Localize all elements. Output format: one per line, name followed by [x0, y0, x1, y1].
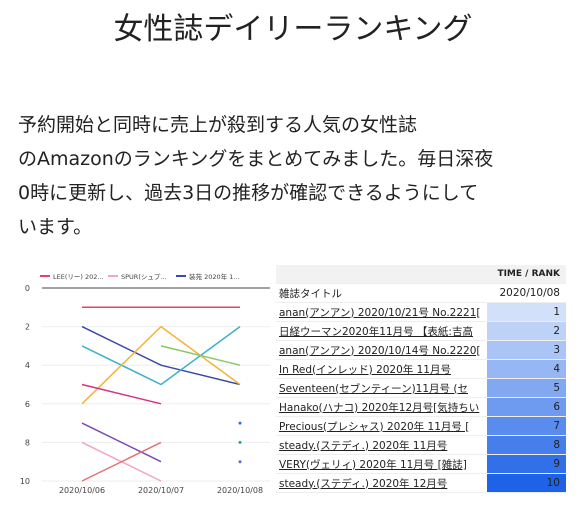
x-tick-label: 2020/10/07: [138, 486, 184, 495]
series-line: [81, 325, 241, 386]
chart: 0 2 4 6 8 10 2020/10/06 2020/10/07 2020/10/08 LEE…: [20, 272, 270, 495]
paragraph-line: 予約開始と同時に売上が殺到する人気の女性誌: [18, 114, 418, 136]
y-tick-label: 8: [25, 438, 30, 447]
y-tick-label: 4: [25, 361, 30, 370]
y-tick-label: 2: [25, 323, 30, 332]
table-row: Seventeen(セブンティーン)11月号 (セ 5: [276, 378, 566, 398]
rank-cell: 10: [487, 473, 566, 493]
series-point: [238, 460, 242, 464]
table-row: In Red(インレッド) 2020年 11月号 4: [276, 359, 566, 379]
legend-label: SPUR(シュプ...: [121, 273, 167, 281]
table-row: anan(アンアン) 2020/10/21号 No.2221[1: [276, 302, 566, 322]
rank-cell: 8: [487, 435, 566, 455]
table-header: TIME / RANK: [276, 265, 566, 284]
title-cell: steady.(ステディ.) 2020年 12月号: [276, 473, 487, 493]
table-row: Precious(プレシャス) 2020年 11月号 [7: [276, 416, 566, 436]
rank-cell: 9: [487, 454, 566, 474]
legend-label: 装苑 2020年 1...: [189, 272, 240, 281]
paragraph-line: 0時に更新し、過去3日の推移が確認できるようにして: [18, 182, 479, 204]
paragraph-line: のAmazonのランキングをまとめてみました。毎日深夜: [18, 148, 494, 170]
table-row: anan(アンアン) 2020/10/14号 No.2220[3: [276, 340, 566, 360]
title-cell: Precious(プレシャス) 2020年 11月号 [: [276, 416, 487, 436]
series-line: [81, 383, 162, 405]
title-cell: anan(アンアン) 2020/10/14号 No.2220[: [276, 340, 487, 360]
series-line: [160, 345, 241, 366]
ranking-table: TIME / RANK 雑誌タイトル 2020/10/08 anan(アンアン) …: [276, 265, 566, 493]
paragraph: 予約開始と同時に売上が殺到する人気の女性誌のAmazonのランキングをまとめてみ…: [18, 108, 493, 244]
rank-cell: 1: [487, 302, 566, 322]
header-cell: 2020/10/08: [487, 283, 566, 303]
series-point: [238, 440, 242, 444]
table-row: steady.(ステディ.) 2020年 12月号 10: [276, 473, 566, 493]
table-header: 雑誌タイトル 2020/10/08: [276, 283, 566, 303]
title-cell: Seventeen(セブンティーン)11月号 (セ: [276, 378, 487, 398]
x-tick-label: 2020/10/06: [59, 486, 105, 495]
page-title: 女性誌デイリーランキング: [113, 12, 473, 47]
title-cell: Hanako(ハナコ) 2020年12月号[気持ちい: [276, 397, 487, 417]
rank-cell: 7: [487, 416, 566, 436]
y-tick-label: 0: [25, 284, 30, 293]
y-tick-label: 10: [20, 477, 30, 486]
paragraph-line: います。: [18, 216, 93, 238]
header-cell: 雑誌タイトル: [276, 283, 487, 303]
table-row: VERY(ヴェリィ) 2020年 11月号 [雑誌] 9: [276, 454, 566, 474]
rank-cell: 2: [487, 321, 566, 341]
title-cell: 日経ウーマン2020年11月号 【表紙:吉高: [276, 321, 487, 341]
series-point: [238, 421, 242, 425]
title-cell: VERY(ヴェリィ) 2020年 11月号 [雑誌]: [276, 454, 487, 474]
table-row: steady.(ステディ.) 2020年 11月号 8: [276, 435, 566, 455]
title-cell: anan(アンアン) 2020/10/21号 No.2221[: [276, 302, 487, 322]
title-cell: In Red(インレッド) 2020年 11月号: [276, 359, 487, 379]
rank-cell: 3: [487, 340, 566, 360]
x-tick-label: 2020/10/08: [217, 486, 263, 495]
series-line: [81, 422, 162, 463]
legend-label: LEE(リー) 202...: [53, 273, 104, 281]
table-row: Hanako(ハナコ) 2020年12月号[気持ちい 6: [276, 397, 566, 417]
title-cell: steady.(ステディ.) 2020年 11月号: [276, 435, 487, 455]
series-line: [81, 441, 162, 482]
series-line: [81, 325, 241, 405]
table-row: 日経ウーマン2020年11月号 【表紙:吉高 2: [276, 321, 566, 341]
rank-cell: 4: [487, 359, 566, 379]
rank-cell: 5: [487, 378, 566, 398]
series-line: [81, 325, 241, 386]
y-tick-label: 6: [25, 400, 30, 409]
rank-cell: 6: [487, 397, 566, 417]
header-cell: TIME / RANK: [487, 265, 566, 284]
